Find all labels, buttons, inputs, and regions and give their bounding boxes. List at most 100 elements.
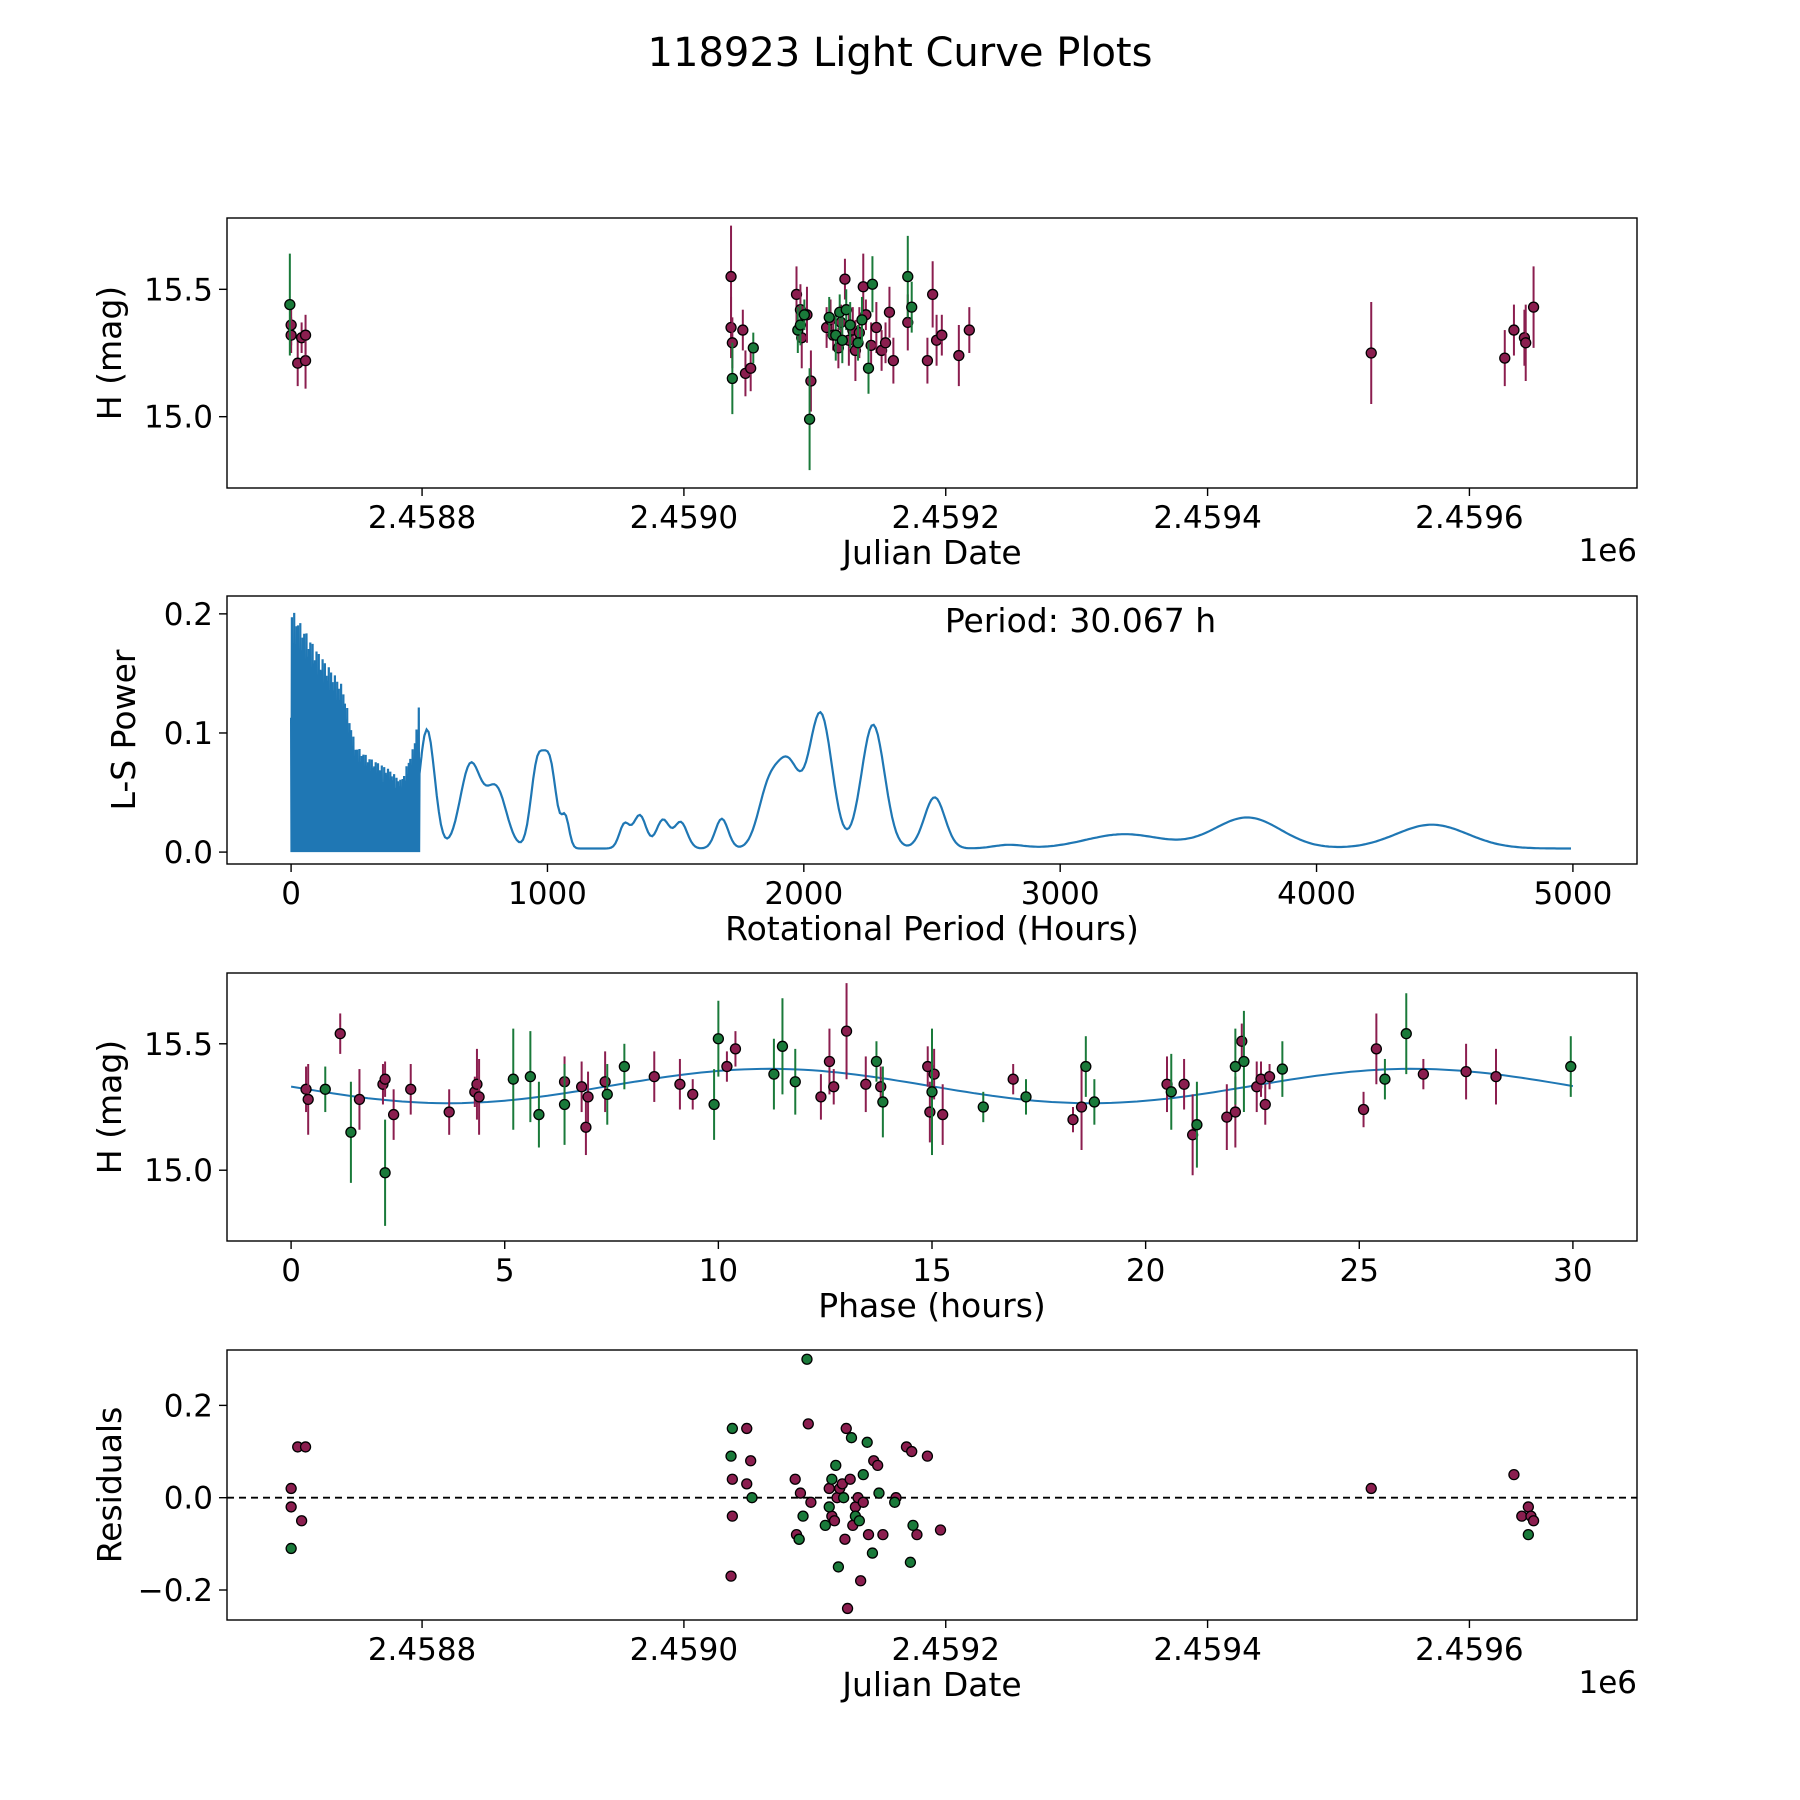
phased-marks [290,983,1577,1226]
band1-data-point [802,1418,814,1430]
band1-data-point [687,1088,699,1101]
lightcurve-x-offset-label: 1e6 [1578,533,1637,569]
band2-data-point [789,1076,801,1088]
band2-data-point [1088,1096,1101,1108]
band1-data-point [1236,1035,1248,1047]
band1-data-point [745,1455,757,1467]
lightcurve-marks [284,225,1540,471]
band1-data-point [1229,1106,1242,1118]
phased-panel: 0 5 10 15 20 25 30 15.0 15.5 Phase (hours) H (m… [90,972,1638,1325]
lightcurve-x-ticks: 2.4588 2.4590 2.4592 2.4594 2.4596 [368,488,1524,536]
band2-data-point [798,309,811,321]
band2-data-point [870,1055,883,1068]
band1-data-point [844,1473,856,1485]
x-tick-label: 0 [281,876,301,912]
x-tick-label: 10 [699,1253,738,1289]
band1-data-point [839,273,851,285]
band1-data-point [794,1487,807,1499]
band1-data-point [575,1081,588,1093]
band1-data-point [1522,1501,1534,1513]
band2-data-point [977,1101,989,1113]
band1-data-point [928,1068,940,1080]
band1-data-point [599,1076,611,1088]
band1-data-point [725,270,737,283]
band2-data-point [853,1515,865,1527]
band1-data-point [285,329,297,341]
lightcurve-panel: 2.4588 2.4590 2.4592 2.4594 2.4596 15.015.5 … [90,217,1638,572]
band2-data-point [345,1126,357,1138]
band1-data-point [805,1496,817,1508]
x-tick-label: 20 [1126,1253,1165,1289]
band2-data-point [712,1033,725,1045]
band1-data-point [921,354,934,367]
band1-data-point [937,1108,949,1121]
band1-data-point [877,1528,889,1541]
band1-data-point [1516,1510,1528,1522]
band2-data-point [794,319,807,331]
band1-data-point [295,1515,308,1527]
band1-data-point [1263,1071,1276,1083]
residuals-y-label: Residuals [90,1407,129,1564]
periodogram-x-label: Rotational Period (Hours) [725,909,1139,948]
band1-data-point [1520,337,1532,349]
band1-data-point [870,321,883,334]
x-tick-label: 2.4596 [1415,1632,1523,1668]
phased-y-label: H (mag) [90,1040,129,1174]
band1-data-point [353,1093,366,1106]
y-tick-label: −0.2 [138,1573,213,1609]
band1-data-point [580,1121,592,1133]
band2-data-point [708,1098,720,1111]
band1-data-point [726,1473,738,1485]
band1-data-point [911,1528,923,1541]
band1-data-point [839,1533,851,1545]
band1-data-point [1178,1078,1190,1090]
band2-data-point [1229,1060,1242,1073]
band2-data-point [285,1542,297,1555]
band1-data-point [405,1083,417,1095]
band2-data-point [819,1519,831,1532]
band1-data-point [1007,1073,1019,1085]
x-tick-label: 3000 [1021,876,1100,912]
band1-data-point [857,281,869,293]
periodogram-y-ticks: 0.0 0.1 0.2 [164,597,227,871]
band1-data-point [840,1422,852,1435]
band1-data-point [379,1073,391,1085]
x-tick-label: 2.4594 [1153,1632,1261,1668]
x-tick-label: 2.4594 [1153,500,1261,536]
band1-data-point [1067,1113,1079,1126]
x-tick-label: 4000 [1277,876,1356,912]
ls-power-line [290,612,1571,853]
band2-data-point [866,1547,879,1559]
band2-data-point [840,304,852,316]
y-tick-label: 15.0 [144,1153,213,1189]
band2-data-point [1379,1073,1391,1085]
band1-data-point [823,1055,836,1068]
periodogram-plot-area [226,595,1638,865]
band2-data-point [836,334,848,346]
band2-data-point [284,298,296,311]
band2-data-point [873,1487,885,1499]
periodogram-y-label: L-S Power [104,649,143,810]
band2-data-point [533,1108,545,1121]
x-tick-label: 2.4592 [892,1632,1000,1668]
band1-data-point [302,1093,314,1106]
band1-data-point [1221,1111,1233,1123]
x-tick-label: 2.4592 [892,500,1000,536]
band2-data-point [844,319,856,331]
band1-data-point [299,354,312,367]
band1-data-point [741,1422,753,1435]
band2-data-point [866,278,879,290]
band2-data-point [862,362,875,374]
lightcurve-x-label: Julian Date [840,533,1022,572]
band2-data-point [746,1492,758,1504]
band1-data-point [953,349,965,362]
band2-data-point [726,372,738,385]
band2-data-point [926,1086,938,1098]
band1-data-point [721,1060,733,1073]
band2-data-point [1080,1060,1092,1073]
band1-data-point [725,1570,737,1582]
band1-data-point [883,306,896,318]
band1-data-point [299,329,312,341]
band2-data-point [1565,1060,1577,1073]
band1-data-point [1357,1103,1370,1116]
